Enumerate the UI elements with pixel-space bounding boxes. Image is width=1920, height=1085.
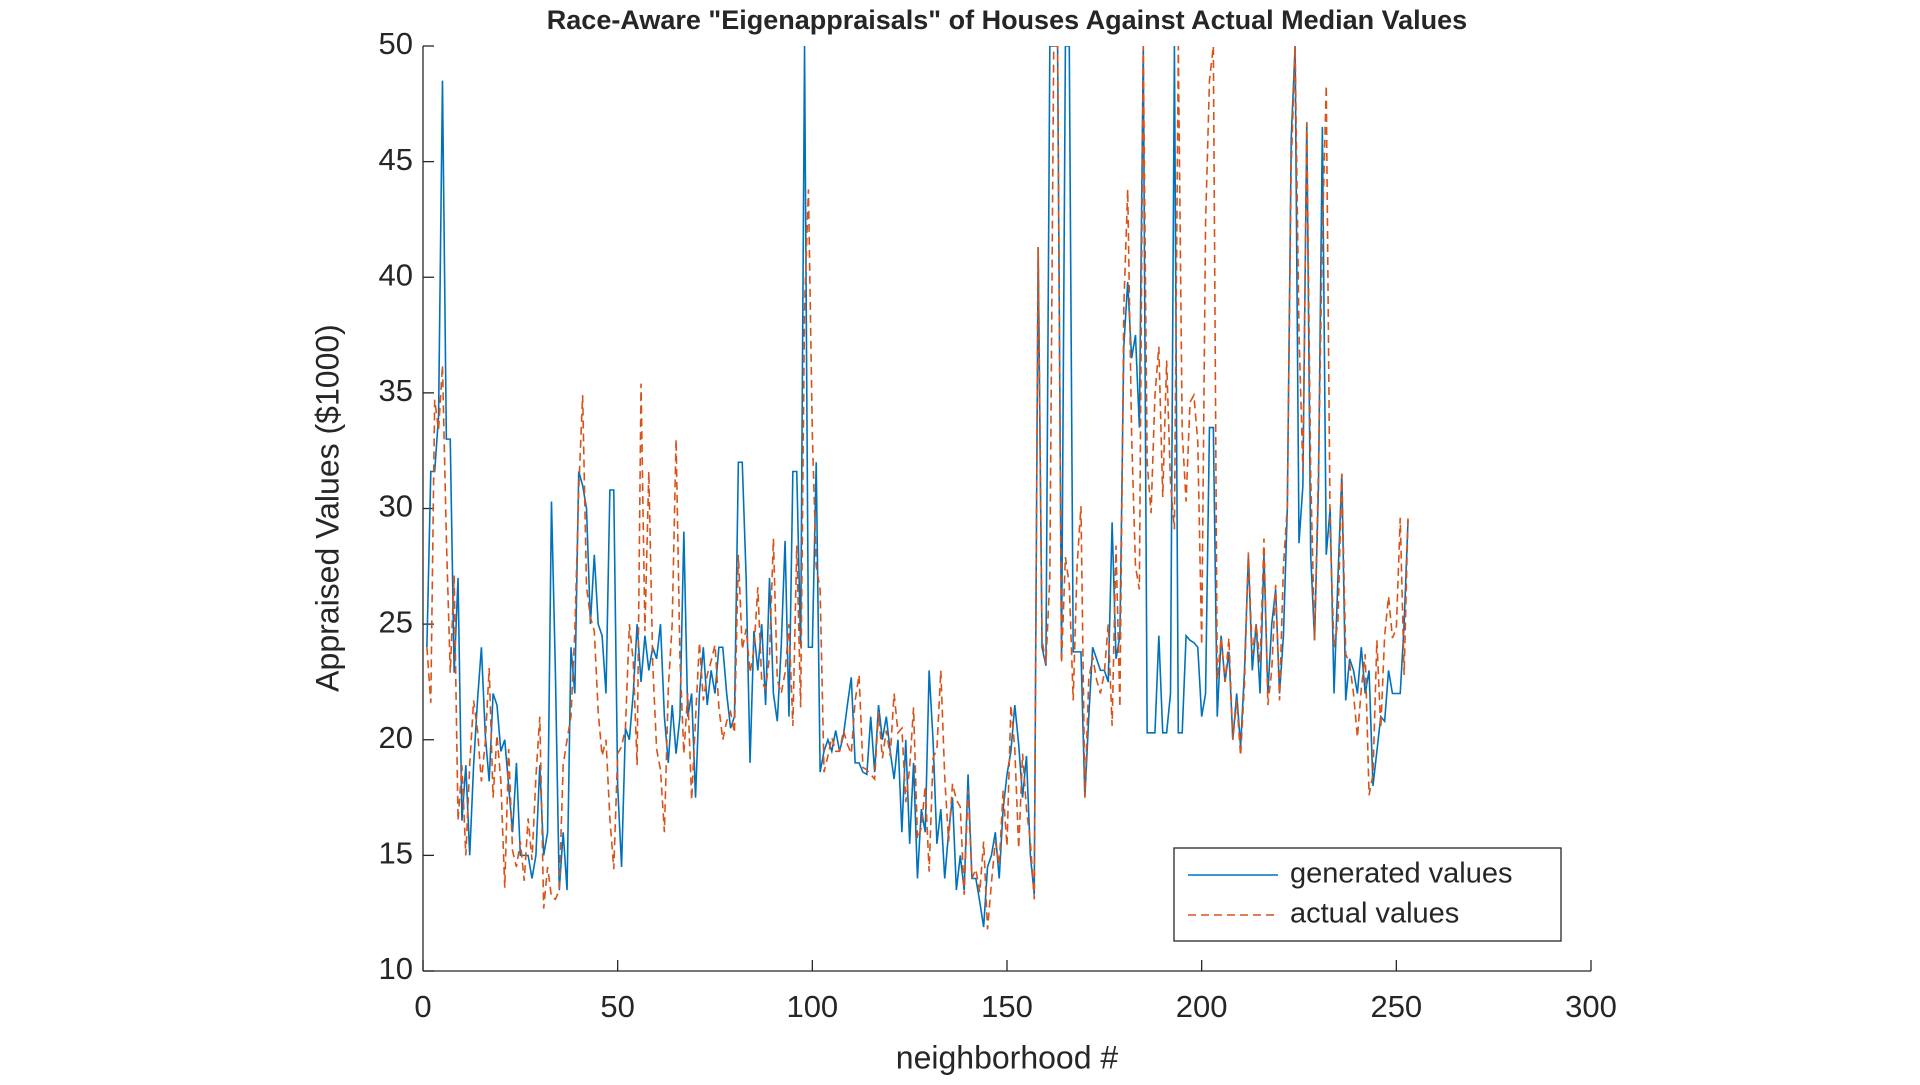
y-tick-label: 20 (379, 720, 413, 755)
data-line (426, 46, 1409, 930)
y-tick-label: 25 (379, 604, 413, 639)
y-tick-label: 15 (379, 836, 413, 871)
y-tick-label: 10 (379, 951, 413, 986)
y-tick-label: 35 (379, 373, 413, 408)
x-tick-label: 250 (1370, 989, 1422, 1024)
x-axis-label: neighborhood # (896, 1039, 1119, 1075)
y-tick-label: 30 (379, 489, 413, 524)
legend-box (1173, 847, 1562, 942)
y-tick-label: 50 (379, 26, 413, 61)
data-line (426, 46, 1409, 928)
chart-title: Race-Aware "Eigenappraisals" of Houses A… (547, 5, 1467, 35)
x-tick-label: 200 (1176, 989, 1228, 1024)
x-tick-label: 300 (1565, 989, 1617, 1024)
x-tick-label: 150 (981, 989, 1033, 1024)
legend-label: actual values (1290, 898, 1459, 930)
x-tick-label: 50 (600, 989, 634, 1024)
y-axis-label: Appraised Values ($1000) (309, 324, 345, 692)
legend-label: generated values (1290, 858, 1513, 890)
y-tick-label: 40 (379, 257, 413, 292)
x-tick-label: 100 (786, 989, 838, 1024)
y-tick-label: 45 (379, 142, 413, 177)
x-tick-label: 0 (414, 989, 431, 1024)
